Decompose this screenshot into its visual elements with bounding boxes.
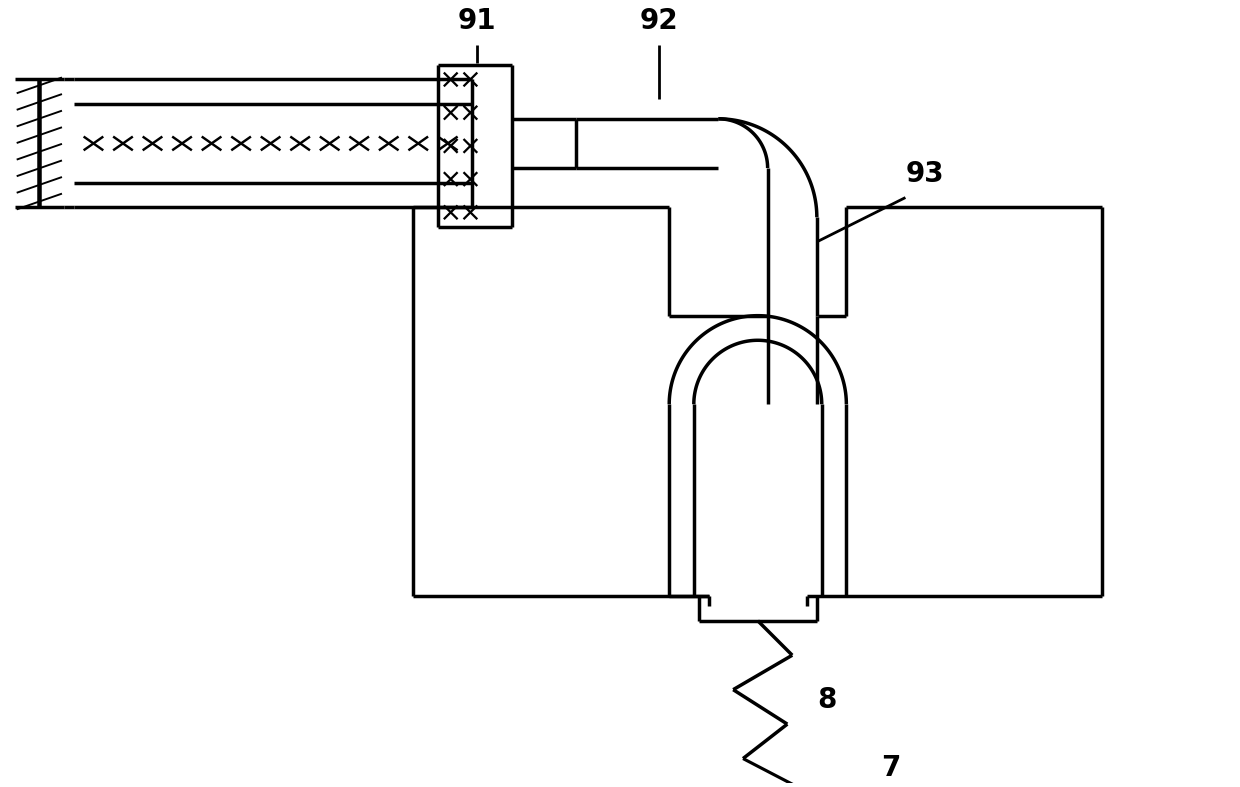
Text: 91: 91 [458,7,496,35]
Text: 7: 7 [880,755,900,782]
Text: 92: 92 [640,7,678,35]
Text: 8: 8 [817,685,836,714]
Text: 93: 93 [905,160,944,188]
